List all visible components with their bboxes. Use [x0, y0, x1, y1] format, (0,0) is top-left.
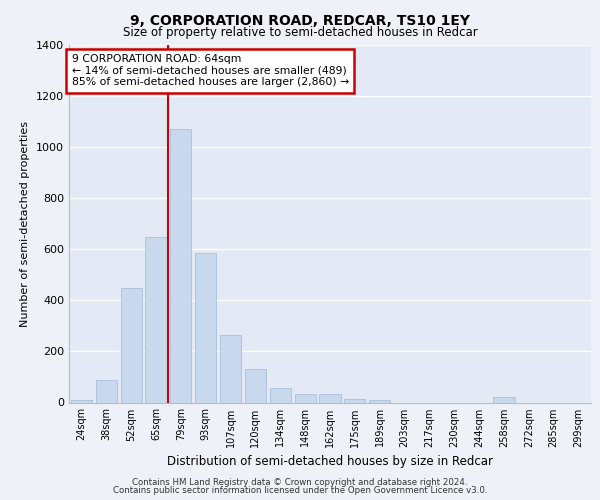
X-axis label: Distribution of semi-detached houses by size in Redcar: Distribution of semi-detached houses by … [167, 455, 493, 468]
Bar [170, 130, 191, 402]
Bar [96, 380, 117, 402]
Bar [245, 370, 266, 402]
Text: 9 CORPORATION ROAD: 64sqm
← 14% of semi-detached houses are smaller (489)
85% of: 9 CORPORATION ROAD: 64sqm ← 14% of semi-… [71, 54, 349, 87]
Bar [195, 253, 216, 402]
Text: 9, CORPORATION ROAD, REDCAR, TS10 1EY: 9, CORPORATION ROAD, REDCAR, TS10 1EY [130, 14, 470, 28]
Bar [369, 400, 390, 402]
Bar [344, 398, 365, 402]
Bar [493, 398, 515, 402]
Bar [121, 288, 142, 403]
Bar [295, 394, 316, 402]
Text: Contains HM Land Registry data © Crown copyright and database right 2024.: Contains HM Land Registry data © Crown c… [132, 478, 468, 487]
Text: Size of property relative to semi-detached houses in Redcar: Size of property relative to semi-detach… [122, 26, 478, 39]
Y-axis label: Number of semi-detached properties: Number of semi-detached properties [20, 120, 31, 327]
Bar [319, 394, 341, 402]
Bar [145, 236, 167, 402]
Text: Contains public sector information licensed under the Open Government Licence v3: Contains public sector information licen… [113, 486, 487, 495]
Bar [270, 388, 291, 402]
Bar [71, 400, 92, 402]
Bar [220, 335, 241, 402]
